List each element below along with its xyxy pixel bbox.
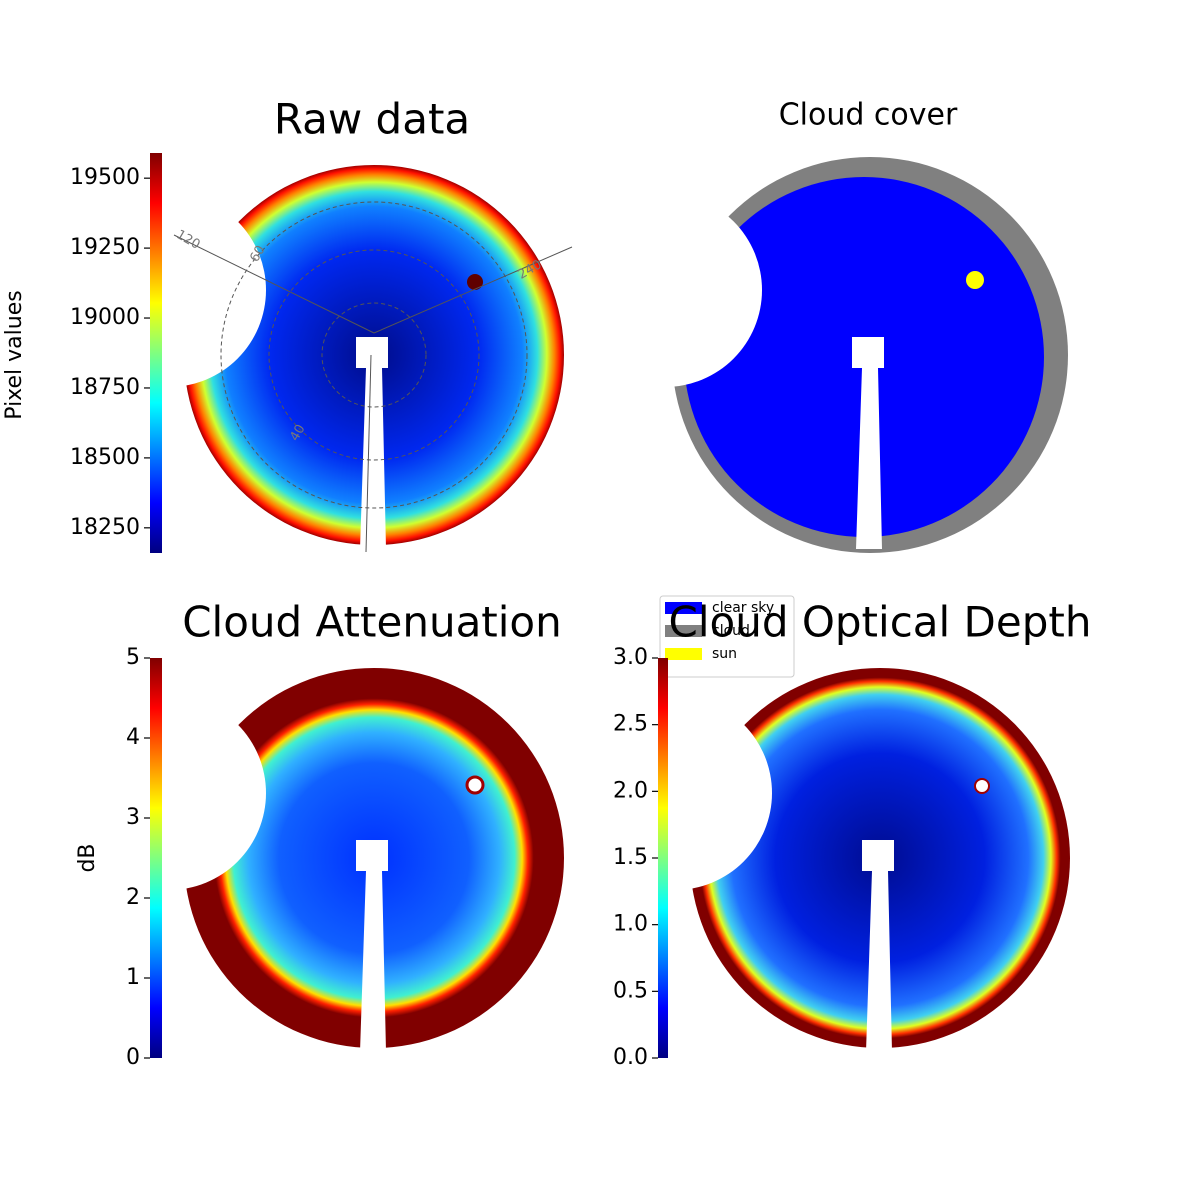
colorbar-tick-label: 18250	[70, 515, 140, 540]
colorbar-tick-label: 4	[126, 725, 140, 750]
raw-image	[72, 165, 573, 553]
legend-label: clear sky	[712, 600, 774, 616]
legend-swatch	[665, 648, 702, 660]
colorbar-tick-label: 2.0	[613, 778, 648, 803]
colorbar-tick-label: 18750	[70, 375, 140, 400]
panel-title: Raw data	[274, 95, 470, 144]
colorbar-tick-label: 19250	[70, 235, 140, 260]
colorbar-tick-label: 0.0	[613, 1045, 648, 1070]
colorbar-label: Pixel values	[2, 290, 27, 419]
cloud-cover-image	[568, 157, 1068, 553]
panel-title: Cloud Optical Depth	[669, 598, 1092, 647]
attenuation-image	[72, 668, 564, 1052]
colorbar-tick-label: 3.0	[613, 645, 648, 670]
colorbar-tick-label: 0.5	[613, 978, 648, 1003]
colorbar-tick-label: 18500	[70, 445, 140, 470]
colorbar-tick-label: 2	[126, 885, 140, 910]
optical-depth-image	[578, 668, 1070, 1052]
colorbar-tick-label: 1	[126, 965, 140, 990]
colorbar-tick-label: 19000	[70, 305, 140, 330]
polar-annotation: 40	[287, 422, 308, 444]
colorbar	[150, 153, 162, 553]
panel-title: Cloud cover	[779, 98, 958, 133]
legend-swatch	[665, 625, 702, 637]
colorbar-tick-label: 2.5	[613, 712, 648, 737]
colorbar-tick-label: 1.0	[613, 912, 648, 937]
polar-annotation: 60	[247, 243, 268, 265]
legend-label: sun	[712, 646, 737, 662]
panel-title: Cloud Attenuation	[182, 598, 562, 647]
colorbar	[658, 658, 668, 1058]
colorbar-label: dB	[75, 843, 100, 872]
colorbar-tick-label: 5	[126, 645, 140, 670]
legend-swatch	[665, 602, 702, 614]
colorbar-tick-label: 0	[126, 1045, 140, 1070]
colorbar	[150, 658, 162, 1058]
colorbar-tick-label: 1.5	[613, 845, 648, 870]
legend-label: cloud	[712, 623, 750, 639]
colorbar-tick-label: 3	[126, 805, 140, 830]
colorbar-tick-label: 19500	[70, 165, 140, 190]
